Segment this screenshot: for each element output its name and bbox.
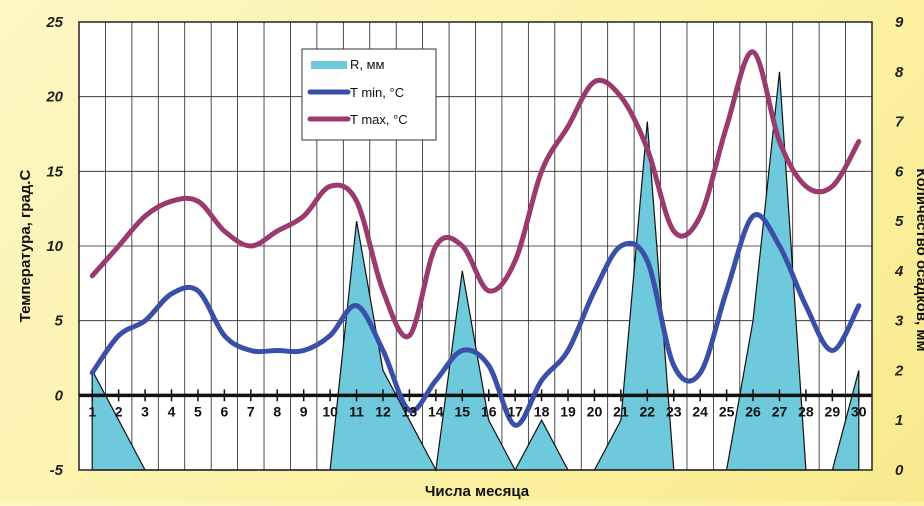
y-right-tick-label: 8	[895, 64, 904, 81]
y-right-tick-label: 0	[895, 462, 904, 479]
x-tick-label: 1	[88, 403, 96, 419]
x-tick-label: 28	[798, 403, 814, 419]
x-tick-label: 24	[692, 403, 708, 419]
left-tick-labels: -5 0 5 10 15 20 25	[45, 14, 63, 479]
legend-label-rain: R, мм	[350, 57, 385, 72]
x-tick-label: 6	[220, 403, 228, 419]
x-tick-label: 12	[375, 403, 391, 419]
x-tick-label: 22	[640, 403, 656, 419]
x-tick-label: 25	[719, 403, 735, 419]
x-tick-label: 15	[454, 403, 470, 419]
y-axis-right-title: Количество осадков, мм	[913, 168, 924, 351]
y-right-tick-label: 7	[895, 114, 904, 131]
x-tick-label: 13	[402, 403, 418, 419]
x-tick-label: 2	[115, 403, 123, 419]
y-right-tick-label: 1	[895, 412, 903, 429]
x-tick-label: 21	[613, 403, 629, 419]
y-right-tick-label: 9	[895, 14, 904, 31]
y-left-tick-label: 10	[46, 238, 63, 255]
legend-label-tmin: T min, °C	[350, 85, 404, 100]
y-left-tick-label: 15	[46, 163, 63, 180]
y-right-tick-label: 4	[894, 263, 904, 280]
y-left-tick-label: 5	[55, 313, 64, 330]
legend-label-tmax: T max, °C	[350, 112, 408, 127]
y-left-tick-label: 20	[45, 89, 63, 106]
x-tick-label: 27	[772, 403, 788, 419]
x-tick-label: 18	[534, 403, 550, 419]
x-tick-label: 3	[141, 403, 149, 419]
x-tick-label: 16	[481, 403, 497, 419]
x-tick-label: 11	[349, 403, 364, 419]
x-axis-title: Числа месяца	[425, 483, 530, 500]
x-tick-label: 5	[194, 403, 202, 419]
x-tick-label: 30	[851, 403, 867, 419]
x-tick-label: 7	[247, 403, 255, 419]
y-right-tick-label: 5	[895, 213, 904, 230]
x-tick-label: 17	[507, 403, 523, 419]
x-tick-label: 23	[666, 403, 682, 419]
y-left-tick-label: -5	[50, 462, 64, 479]
y-right-tick-label: 2	[894, 362, 904, 379]
legend-swatch-rain	[311, 61, 347, 69]
x-tick-label: 14	[428, 403, 444, 419]
x-tick-label: 19	[560, 403, 576, 419]
y-left-tick-label: 0	[55, 387, 64, 404]
x-tick-label: 9	[300, 403, 308, 419]
x-tick-label: 8	[273, 403, 281, 419]
x-tick-label: 20	[587, 403, 603, 419]
x-tick-label: 4	[168, 403, 176, 419]
y-right-tick-label: 3	[895, 313, 904, 330]
x-tick-label: 10	[322, 403, 338, 419]
x-tick-label: 29	[825, 403, 841, 419]
right-tick-labels: 0 1 2 3 4 5 6 7 8 9	[894, 14, 904, 479]
y-right-tick-label: 6	[895, 163, 904, 180]
legend: R, мм T min, °C T max, °C	[302, 49, 436, 140]
y-left-tick-label: 25	[45, 14, 63, 31]
x-tick-label: 26	[745, 403, 761, 419]
y-axis-left-title: Температура, град.С	[17, 170, 34, 323]
